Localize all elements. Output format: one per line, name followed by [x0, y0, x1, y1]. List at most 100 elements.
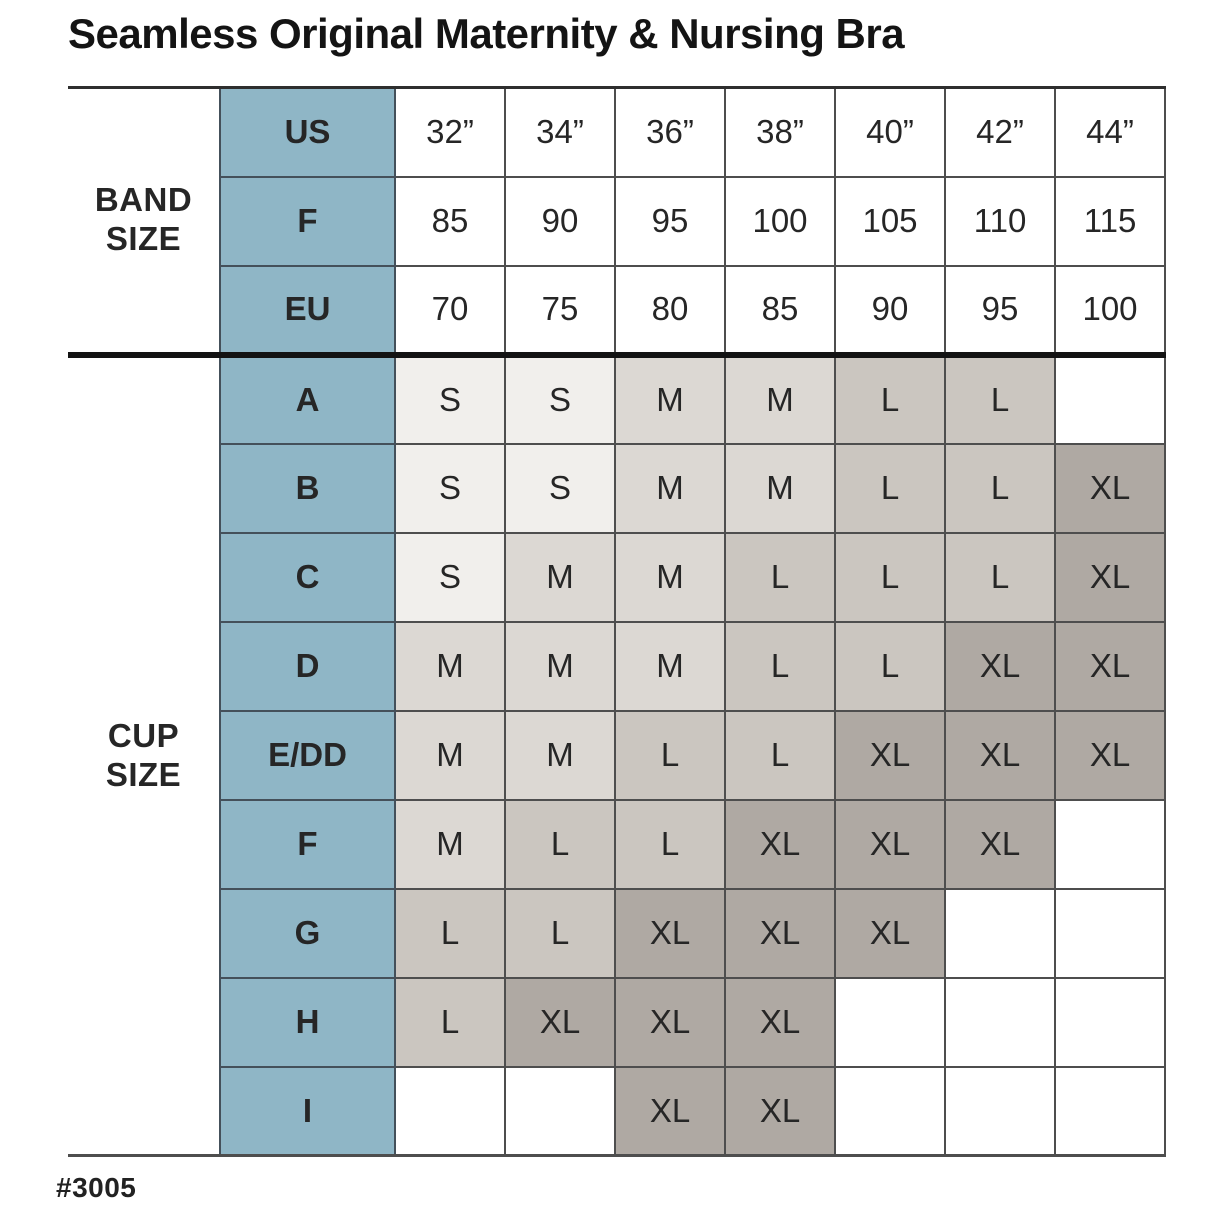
size-cell: M [394, 620, 506, 712]
size-cell: L [834, 620, 946, 712]
size-cell: M [394, 798, 506, 890]
row-label-cell: D [219, 620, 396, 712]
size-cell: L [944, 442, 1056, 534]
band-value-cell: 85 [724, 264, 836, 358]
empty-cell [1054, 976, 1166, 1068]
size-cell: XL [1054, 709, 1166, 801]
band-value-cell: 90 [504, 175, 616, 267]
size-cell: L [504, 798, 616, 890]
size-cell: XL [724, 976, 836, 1068]
row-label-cell: US [219, 86, 396, 178]
size-cell: L [834, 353, 946, 445]
size-cell: M [724, 442, 836, 534]
size-cell: L [944, 531, 1056, 623]
band-value-cell: 36” [614, 86, 726, 178]
size-cell: M [724, 353, 836, 445]
size-cell: XL [944, 709, 1056, 801]
band-value-cell: 70 [394, 264, 506, 358]
empty-cell [394, 1065, 506, 1157]
band-value-cell: 85 [394, 175, 506, 267]
size-cell: L [394, 976, 506, 1068]
band-row: F 85 90 95 100 105 110 115 [68, 175, 1166, 267]
empty-cell [944, 1065, 1056, 1157]
size-cell: XL [504, 976, 616, 1068]
row-label-cell: A [219, 353, 396, 445]
size-cell: S [394, 531, 506, 623]
size-cell: M [394, 709, 506, 801]
row-label-cell: C [219, 531, 396, 623]
size-cell: L [834, 442, 946, 534]
size-cell: M [504, 531, 616, 623]
size-cell: L [614, 709, 726, 801]
size-cell: M [614, 620, 726, 712]
size-cell: S [394, 353, 506, 445]
size-cell: L [614, 798, 726, 890]
size-cell: L [724, 531, 836, 623]
empty-cell [1054, 887, 1166, 979]
band-value-cell: 34” [504, 86, 616, 178]
size-chart-table: BAND SIZE US 32” 34” 36” 38” 40” 42” 44” F 85 90 95 10… [68, 86, 1166, 1157]
band-value-cell: 75 [504, 264, 616, 358]
size-cell: M [614, 353, 726, 445]
band-value-cell: 44” [1054, 86, 1166, 178]
size-cell: L [724, 709, 836, 801]
cup-row: F M L L XL XL XL [68, 798, 1166, 890]
band-value-cell: 42” [944, 86, 1056, 178]
page-title: Seamless Original Maternity & Nursing Br… [68, 10, 905, 57]
band-value-cell: 100 [1054, 264, 1166, 358]
cup-row: H L XL XL XL [68, 976, 1166, 1068]
size-cell: M [504, 620, 616, 712]
band-value-cell: 95 [614, 175, 726, 267]
size-cell: M [614, 531, 726, 623]
size-cell: L [944, 353, 1056, 445]
band-value-cell: 110 [944, 175, 1056, 267]
row-label-cell: I [219, 1065, 396, 1157]
band-size-label: BAND SIZE [68, 87, 220, 358]
size-cell: L [834, 531, 946, 623]
band-value-cell: 100 [724, 175, 836, 267]
size-cell: XL [1054, 620, 1166, 712]
band-row: EU 70 75 80 85 90 95 100 [68, 264, 1166, 358]
sku-label: #3005 [56, 1172, 137, 1203]
row-label-cell: F [219, 798, 396, 890]
row-label-cell: E/DD [219, 709, 396, 801]
size-cell: XL [724, 798, 836, 890]
empty-cell [1054, 353, 1166, 445]
band-value-cell: 38” [724, 86, 836, 178]
cup-row: G L L XL XL XL [68, 887, 1166, 979]
cup-size-label: CUP SIZE [68, 354, 220, 1156]
cup-row: CUP SIZE A S S M M L L [68, 353, 1166, 1156]
band-value-cell: 40” [834, 86, 946, 178]
size-cell: S [504, 442, 616, 534]
empty-cell [504, 1065, 616, 1157]
size-cell: XL [724, 1065, 836, 1157]
band-value-cell: 105 [834, 175, 946, 267]
row-label-cell: F [219, 175, 396, 267]
row-label-cell: G [219, 887, 396, 979]
size-cell: XL [834, 887, 946, 979]
size-cell: XL [944, 620, 1056, 712]
cup-row: E/DD M M L L XL XL XL [68, 709, 1166, 801]
cup-row: D M M M L L XL XL [68, 620, 1166, 712]
size-cell: XL [834, 798, 946, 890]
empty-cell [834, 976, 946, 1068]
cup-row: I XL XL [68, 1065, 1166, 1157]
size-cell: S [394, 442, 506, 534]
size-cell: XL [834, 709, 946, 801]
size-cell: XL [724, 887, 836, 979]
size-cell: XL [614, 887, 726, 979]
empty-cell [1054, 1065, 1166, 1157]
band-value-cell: 95 [944, 264, 1056, 358]
empty-cell [834, 1065, 946, 1157]
row-label-cell: B [219, 442, 396, 534]
size-cell: XL [944, 798, 1056, 890]
cup-row: B S S M M L L XL [68, 442, 1166, 534]
band-value-cell: 115 [1054, 175, 1166, 267]
size-cell: L [724, 620, 836, 712]
row-label-cell: H [219, 976, 396, 1068]
size-cell: XL [614, 1065, 726, 1157]
row-label-cell: EU [219, 264, 396, 358]
size-cell: M [504, 709, 616, 801]
size-cell: XL [1054, 531, 1166, 623]
size-cell: L [394, 887, 506, 979]
